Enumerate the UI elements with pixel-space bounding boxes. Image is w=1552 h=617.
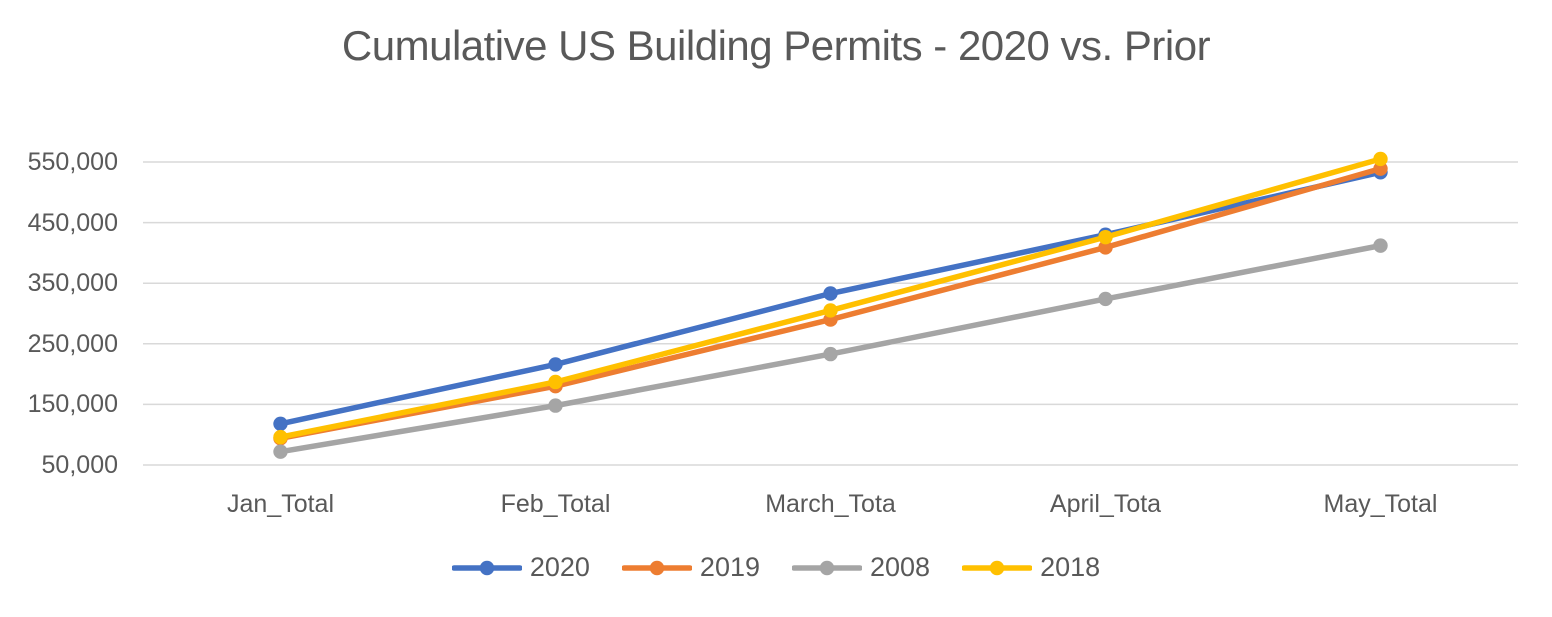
- legend-item-2020: 2020: [451, 552, 590, 583]
- y-axis-label: 250,000: [27, 329, 118, 358]
- x-axis-label: April_Tota: [1049, 490, 1162, 518]
- y-axis-label: 150,000: [27, 390, 118, 419]
- data-point-2018-Feb_Total: [548, 374, 563, 390]
- data-point-2019-April_Tota: [1098, 240, 1113, 255]
- data-point-2008-April_Tota: [1098, 291, 1113, 307]
- legend-marker-icon: [962, 560, 1033, 575]
- data-point-2018-Jan_Total: [273, 429, 288, 445]
- data-point-2018-May_Total: [1373, 151, 1388, 167]
- data-point-2008-Feb_Total: [548, 398, 563, 413]
- legend: 2020 2019 2008 2018: [0, 552, 1552, 583]
- y-axis-label: 450,000: [27, 208, 118, 237]
- data-point-2008-March_Tota: [823, 346, 838, 362]
- legend-label: 2008: [870, 552, 931, 582]
- legend-marker-icon: [621, 560, 692, 575]
- x-axis-label: Jan_Total: [226, 490, 335, 518]
- data-point-2020-Feb_Total: [548, 357, 563, 372]
- data-point-2020-Jan_Total: [273, 416, 288, 431]
- data-point-2020-March_Tota: [823, 286, 838, 301]
- legend-label: 2018: [1040, 552, 1101, 582]
- legend-item-2019: 2019: [621, 552, 760, 583]
- legend-label: 2020: [529, 552, 590, 582]
- legend-marker-icon: [792, 560, 862, 575]
- x-axis-label: Feb_Total: [500, 490, 611, 518]
- legend-item-2008: 2008: [792, 552, 930, 583]
- x-axis-label: March_Tota: [765, 490, 896, 518]
- y-axis-label: 350,000: [27, 269, 118, 298]
- y-axis-label: 550,000: [27, 148, 118, 176]
- y-axis-label: 50,000: [41, 451, 118, 479]
- data-point-2018-April_Tota: [1098, 229, 1113, 245]
- legend-item-2018: 2018: [962, 552, 1100, 583]
- chart-title: Cumulative US Building Permits - 2020 vs…: [341, 22, 1211, 69]
- legend-label: 2019: [699, 552, 760, 582]
- data-point-2008-May_Total: [1373, 238, 1388, 253]
- data-point-2018-March_Tota: [823, 303, 838, 318]
- data-point-2008-Jan_Total: [273, 444, 288, 459]
- legend-marker-icon: [451, 560, 522, 575]
- x-axis-label: May_Total: [1323, 490, 1438, 518]
